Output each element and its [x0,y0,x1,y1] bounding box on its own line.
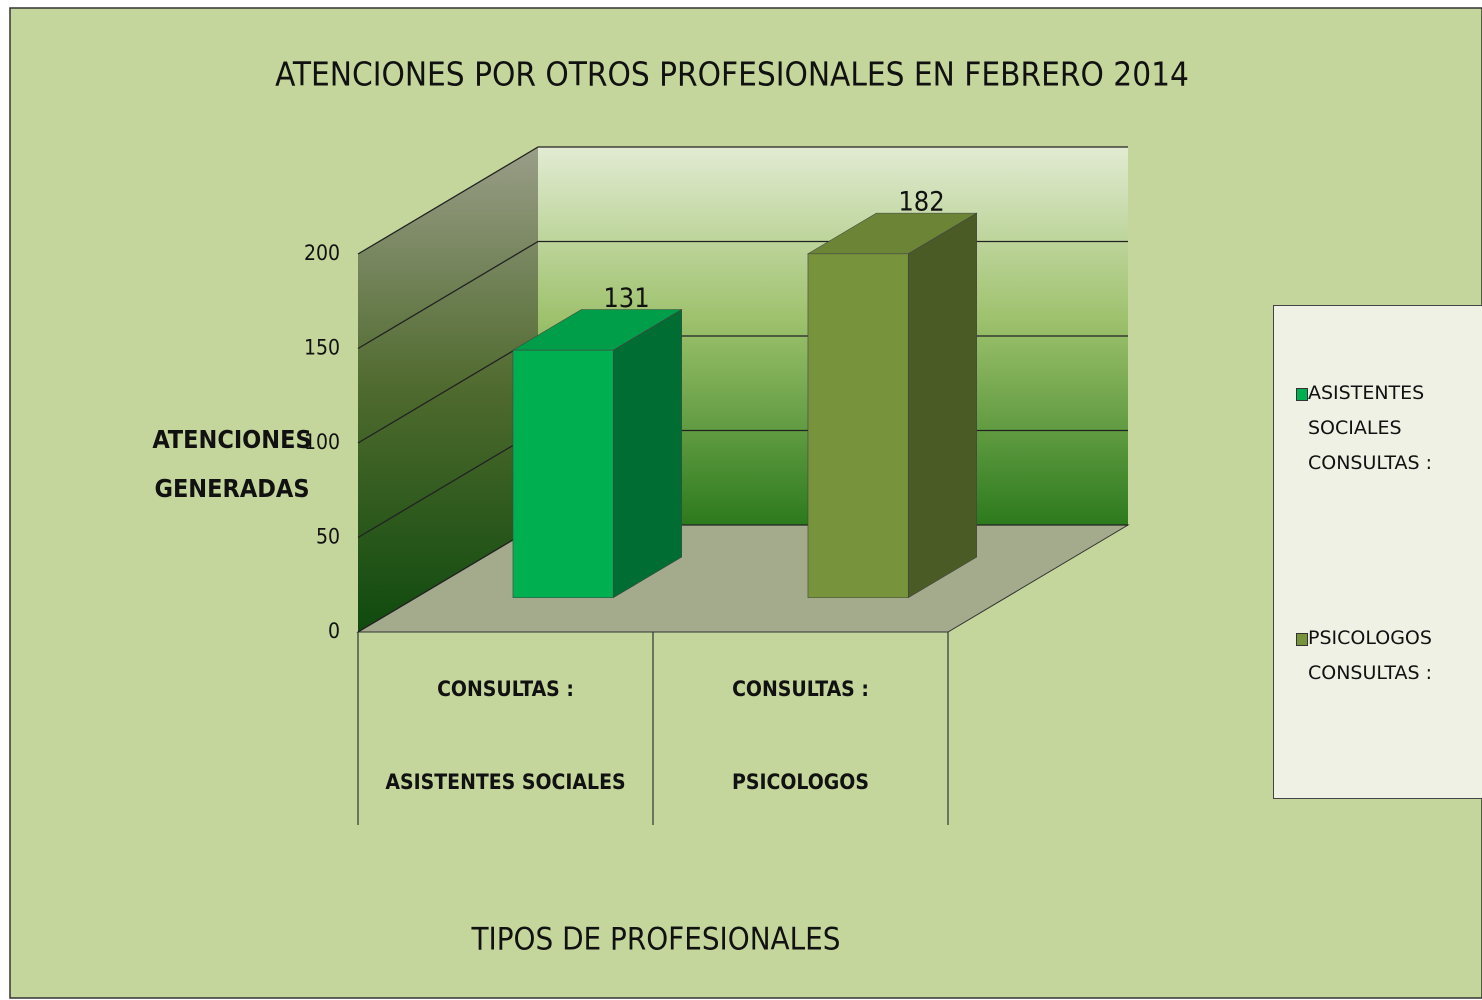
legend-swatch [1296,633,1308,646]
bar [807,253,909,599]
y-tick-label: 200 [304,241,340,265]
legend-label: PSICOLOGOS CONSULTAS : [1308,627,1433,684]
legend-label: ASISTENTES SOCIALES CONSULTAS : [1308,382,1433,474]
legend-swatch [1296,388,1308,401]
value-label: 182 [898,187,944,218]
y-axis-label: ATENCIONES [152,425,311,454]
value-label: 131 [603,283,649,314]
y-axis-label: GENERADAS [154,474,309,503]
plot: 0 50 100 150 200 CONSULTAS : ASISTENTES SOCIAL… [304,146,1130,825]
bar [512,349,614,599]
y-tick-label: 100 [304,430,340,454]
legend: ASISTENTES SOCIALES CONSULTAS : PSICOLOGO… [1273,305,1482,799]
y-tick-label: 0 [328,619,340,643]
x-tick-label: ASISTENTES SOCIALES [385,770,625,794]
bar-side [907,212,977,599]
y-tick-label: 150 [304,336,340,360]
chart-title: ATENCIONES POR OTROS PROFESIONALES EN FE… [275,55,1189,94]
legend-item: ASISTENTES SOCIALES CONSULTAS : [1296,376,1458,481]
legend-item: PSICOLOGOS CONSULTAS : [1296,621,1458,691]
x-tick-label: CONSULTAS : [437,677,574,701]
bar-side [612,308,682,599]
x-tick-label: PSICOLOGOS [732,770,869,794]
x-axis-label: TIPOS DE PROFESIONALES [470,922,840,958]
grid-line [357,146,1128,255]
y-tick-label: 50 [316,525,340,549]
x-tick-label: CONSULTAS : [732,677,869,701]
